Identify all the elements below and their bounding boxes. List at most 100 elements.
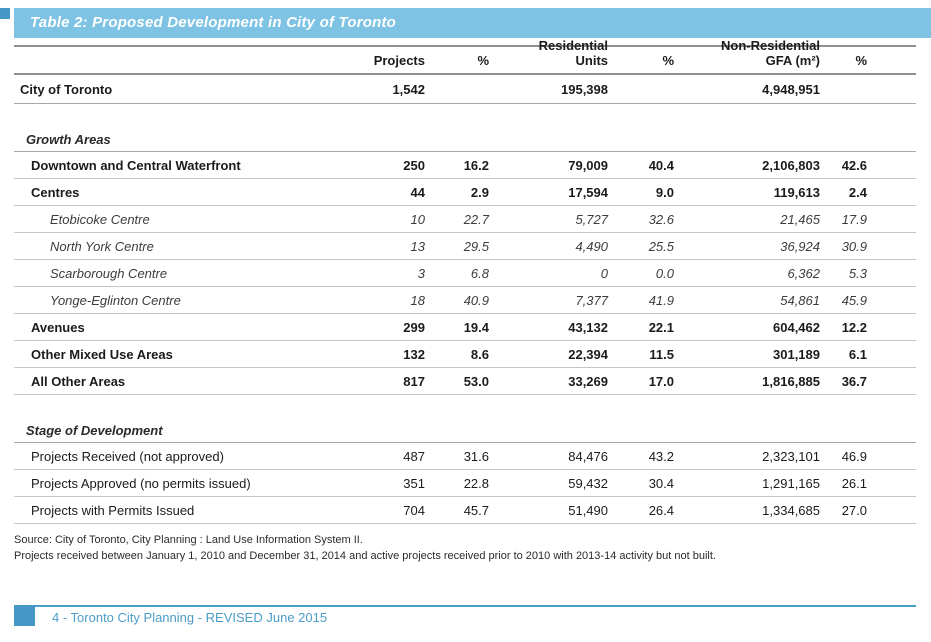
cell-residential-units: 84,476 (568, 448, 608, 464)
cell-projects-pct: 19.4 (463, 319, 489, 335)
cell-projects: 487 (403, 448, 425, 464)
cell-residential-units: 5,727 (575, 211, 608, 227)
cell-projects: 10 (410, 211, 425, 227)
section-header-row: Growth Areas (14, 128, 916, 152)
row-label: All Other Areas (31, 373, 126, 389)
cell-units-pct: 25.5 (648, 238, 674, 254)
cell-units-pct: 17.0 (648, 373, 674, 389)
cell-projects: 13 (410, 238, 425, 254)
cell-gfa-pct: 27.0 (841, 502, 867, 518)
table-row: Projects with Permits Issued 704 45.7 51,49… (14, 497, 916, 524)
table-body: City of Toronto 1,542 195,398 4,948,951 Grow… (14, 75, 916, 524)
cell-units-pct: 30.4 (648, 475, 674, 491)
cell-nonresidential-gfa: 301,189 (773, 346, 820, 362)
cell-gfa-pct: 36.7 (841, 373, 867, 389)
footer-accent-square (14, 605, 35, 626)
table-row: City of Toronto 1,542 195,398 4,948,951 (14, 75, 916, 104)
title-divider (14, 45, 916, 47)
cell-units-pct: 32.6 (648, 211, 674, 227)
header-cell-gfa-pct: % (855, 53, 867, 68)
cell-units-pct: 26.4 (648, 502, 674, 518)
table-row: Downtown and Central Waterfront 250 16.2 79… (14, 152, 916, 179)
cell-gfa-pct: 6.1 (848, 346, 867, 362)
table-title: Table 2: Proposed Development in City of… (30, 14, 397, 31)
row-label: North York Centre (50, 238, 154, 254)
table-row: Projects Received (not approved) 487 31.6 8… (14, 443, 916, 470)
cell-units-pct: 43.2 (648, 448, 674, 464)
table-row: Yonge-Eglinton Centre 18 40.9 7,377 41.9 54,8… (14, 287, 916, 314)
header-cell-projects: Projects (373, 53, 425, 68)
header-cell-residential-units: Residential Units (538, 38, 608, 68)
cell-residential-units: 195,398 (561, 81, 608, 97)
cell-nonresidential-gfa: 2,323,101 (762, 448, 820, 464)
cell-projects-pct: 2.9 (470, 184, 489, 200)
header-cell-projects-pct: % (477, 53, 489, 68)
cell-projects: 18 (410, 292, 425, 308)
cell-projects-pct: 53.0 (463, 373, 489, 389)
cell-nonresidential-gfa: 54,861 (780, 292, 820, 308)
cell-projects: 351 (403, 475, 425, 491)
row-label: Stage of Development (26, 423, 163, 438)
cell-projects: 250 (403, 157, 425, 173)
table-row: Avenues 299 19.4 43,132 22.1 604,462 12.2 (14, 314, 916, 341)
cell-projects: 1,542 (392, 81, 425, 97)
page-footer-text: 4 - Toronto City Planning - REVISED June… (52, 610, 328, 625)
cell-residential-units: 43,132 (568, 319, 608, 335)
row-label: Yonge-Eglinton Centre (50, 292, 181, 308)
cell-gfa-pct: 45.9 (841, 292, 867, 308)
header-cell-nonresidential-gfa: Non-Residential GFA (m²) (721, 38, 820, 68)
cell-gfa-pct: 17.9 (841, 211, 867, 227)
row-spacer (14, 104, 916, 128)
cell-projects-pct: 31.6 (463, 448, 489, 464)
cell-residential-units: 51,490 (568, 502, 608, 518)
header-cell-label (14, 68, 346, 73)
header-cell-units-pct: % (662, 53, 674, 68)
cell-gfa-pct: 46.9 (841, 448, 867, 464)
cell-projects-pct: 29.5 (463, 238, 489, 254)
cell-gfa-pct: 12.2 (841, 319, 867, 335)
cell-nonresidential-gfa: 21,465 (780, 211, 820, 227)
section-header-row: Stage of Development (14, 419, 916, 443)
cell-nonresidential-gfa: 4,948,951 (762, 81, 820, 97)
cell-residential-units: 4,490 (575, 238, 608, 254)
row-spacer (14, 395, 916, 419)
cell-nonresidential-gfa: 1,816,885 (762, 373, 820, 389)
footnotes: Source: City of Toronto, City Planning :… (14, 532, 916, 564)
cell-gfa-pct: 30.9 (841, 238, 867, 254)
row-label: Projects Received (not approved) (31, 448, 224, 464)
row-label: Growth Areas (26, 132, 111, 147)
row-label: Etobicoke Centre (50, 211, 150, 227)
footnote-source: Source: City of Toronto, City Planning :… (14, 534, 363, 546)
cell-units-pct: 41.9 (648, 292, 674, 308)
cell-nonresidential-gfa: 119,613 (773, 184, 820, 200)
cell-projects-pct: 6.8 (470, 265, 489, 281)
table-row: Projects Approved (no permits issued) 351… (14, 470, 916, 497)
cell-nonresidential-gfa: 1,291,165 (762, 475, 820, 491)
table-title-bar: Table 2: Proposed Development in City of… (14, 8, 931, 38)
cell-gfa-pct: 42.6 (841, 157, 867, 173)
cell-nonresidential-gfa: 1,334,685 (762, 502, 820, 518)
cell-projects: 44 (410, 184, 425, 200)
cell-projects: 817 (403, 373, 425, 389)
cell-units-pct: 40.4 (648, 157, 674, 173)
cell-residential-units: 0 (600, 265, 608, 281)
cell-projects-pct: 22.7 (463, 211, 489, 227)
row-label: City of Toronto (20, 81, 113, 97)
cell-nonresidential-gfa: 6,362 (787, 265, 820, 281)
corner-accent-square (0, 8, 10, 19)
cell-projects-pct: 45.7 (463, 502, 489, 518)
cell-gfa-pct: 2.4 (848, 184, 867, 200)
cell-projects: 3 (417, 265, 425, 281)
table-row: Scarborough Centre 3 6.8 0 0.0 6,362 5.3 (14, 260, 916, 287)
cell-residential-units: 22,394 (568, 346, 608, 362)
cell-nonresidential-gfa: 36,924 (780, 238, 820, 254)
cell-projects-pct: 22.8 (463, 475, 489, 491)
table-header-row: Projects % Residential Units % Non-Resid… (14, 38, 916, 75)
row-label: Centres (31, 184, 80, 200)
cell-nonresidential-gfa: 604,462 (773, 319, 820, 335)
cell-gfa-pct: 5.3 (848, 265, 867, 281)
table-content: Projects % Residential Units % Non-Resid… (14, 38, 916, 564)
cell-residential-units: 7,377 (575, 292, 608, 308)
footnote-scope: Projects received between January 1, 201… (14, 550, 716, 562)
cell-projects: 704 (403, 502, 425, 518)
